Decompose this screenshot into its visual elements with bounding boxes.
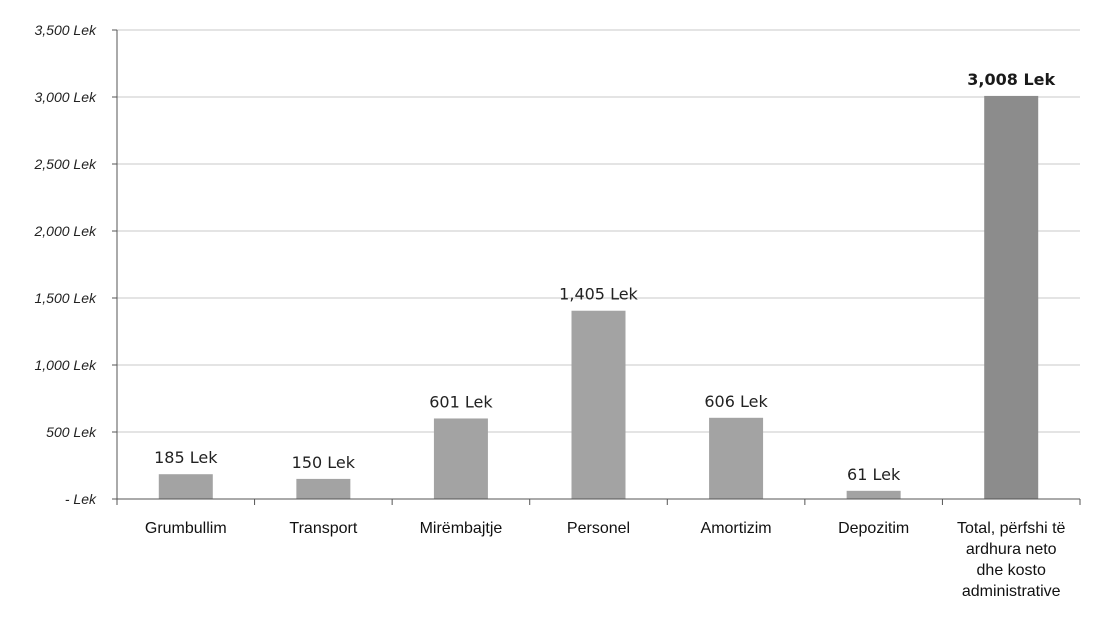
bar	[984, 95, 1039, 499]
y-tick-label: 1,000 Lek	[35, 357, 97, 373]
y-tick-label: 3,500 Lek	[35, 22, 97, 38]
y-tick-label: 1,500 Lek	[35, 290, 97, 306]
bar	[846, 490, 901, 499]
data-label: 601 Lek	[429, 392, 493, 411]
x-tick-label: Grumbullim	[145, 520, 227, 537]
y-tick-label: 2,500 Lek	[34, 156, 97, 172]
y-tick-label: 2,000 Lek	[34, 223, 97, 239]
data-label: 150 Lek	[292, 453, 356, 472]
axes	[116, 30, 1080, 505]
x-tick-label: Amortizim	[701, 520, 772, 537]
y-tick-label: 3,000 Lek	[35, 89, 97, 105]
data-labels: 185 Lek 150 Lek 601 Lek 1,405 Lek 606 Lek 61 …	[154, 70, 1055, 484]
gridlines	[112, 29, 1081, 505]
bar	[709, 417, 764, 499]
y-axis-tick-labels: - Lek 500 Lek 1,000 Lek 1,500 Lek 2,000 Lek 2…	[34, 22, 97, 507]
x-tick-label: Depozitim	[838, 520, 909, 537]
y-tick-label: 500 Lek	[46, 424, 97, 440]
x-tick-label: Mirëmbajtje	[420, 520, 503, 537]
bar	[296, 478, 351, 499]
bar	[433, 418, 488, 499]
x-axis-tick-labels: Grumbullim Transport Mirëmbajtje Personel Am…	[145, 520, 1066, 600]
bar	[571, 310, 626, 499]
y-tick-label: - Lek	[65, 491, 97, 507]
data-label: 185 Lek	[154, 448, 218, 467]
data-label: 3,008 Lek	[967, 70, 1055, 89]
bar	[158, 474, 213, 499]
x-tick-label: Personel	[567, 520, 630, 537]
data-label: 61 Lek	[847, 465, 901, 484]
x-tick-label: Total, përfshi të ardhura neto dhe kosto ad…	[957, 520, 1066, 600]
x-tick-label: Transport	[289, 520, 357, 537]
data-label: 606 Lek	[704, 392, 768, 411]
data-label: 1,405 Lek	[559, 285, 638, 304]
bars	[158, 95, 1039, 499]
